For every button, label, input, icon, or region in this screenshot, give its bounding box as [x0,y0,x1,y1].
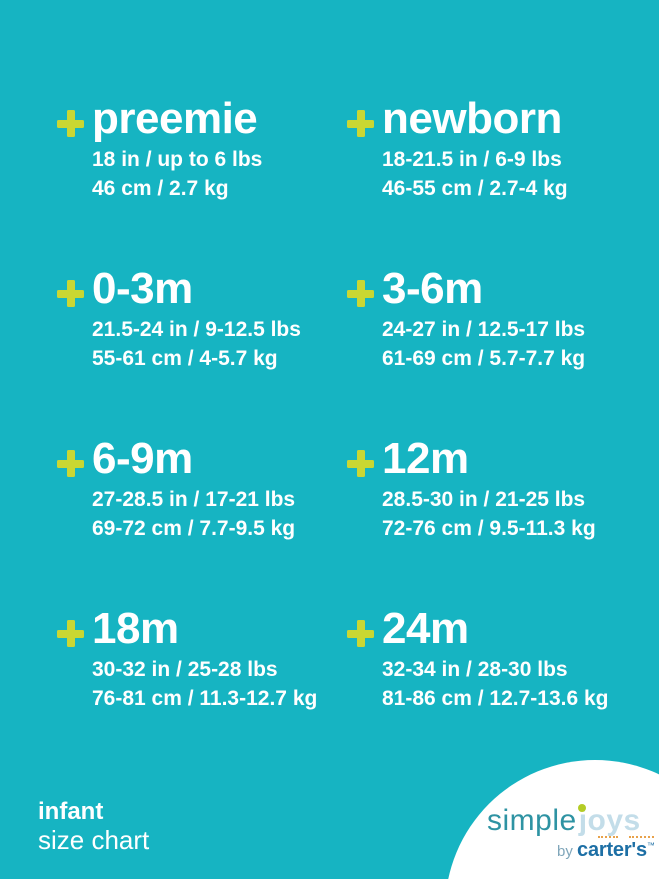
plus-icon [347,620,374,647]
size-label: preemie [92,94,258,143]
footer-caption: infant size chart [38,798,150,856]
size-entry-preemie: preemie 18 in / up to 6 lbs 46 cm / 2.7 … [57,96,262,203]
size-imperial: 27-28.5 in / 17-21 lbs [92,488,296,511]
size-metric: 55-61 cm / 4-5.7 kg [92,347,278,370]
size-metric: 61-69 cm / 5.7-7.7 kg [382,347,586,370]
size-entry-text: 6-9m 27-28.5 in / 17-21 lbs 69-72 cm / 7… [92,436,295,543]
plus-icon [347,110,374,137]
brand-logo-by-carters: by carter's™ [557,839,655,862]
size-entry-6-9m: 6-9m 27-28.5 in / 17-21 lbs 69-72 cm / 7… [57,436,295,543]
dotted-underline-icon [598,836,618,838]
footer-subtitle: size chart [38,825,150,855]
footer-category: infant [38,798,104,825]
size-imperial: 32-34 in / 28-30 lbs [382,658,568,681]
dotted-underline-icon [629,836,654,838]
size-metric: 72-76 cm / 9.5-11.3 kg [382,517,596,540]
logo-word-carters: carter's [577,839,647,861]
size-imperial: 28.5-30 in / 21-25 lbs [382,488,586,511]
brand-logo-circle: simplejoys by carter's™ [445,760,659,879]
size-entry-text: 24m 32-34 in / 28-30 lbs 81-86 cm / 12.7… [382,606,608,713]
plus-icon [347,280,374,307]
size-imperial: 24-27 in / 12.5-17 lbs [382,318,586,341]
size-entry-3-6m: 3-6m 24-27 in / 12.5-17 lbs 61-69 cm / 5… [347,266,585,373]
logo-word-by: by [557,843,578,860]
size-label: newborn [382,94,562,143]
size-metric: 46 cm / 2.7 kg [92,177,229,200]
size-entry-0-3m: 0-3m 21.5-24 in / 9-12.5 lbs 55-61 cm / … [57,266,301,373]
plus-icon [57,280,84,307]
size-entry-text: 3-6m 24-27 in / 12.5-17 lbs 61-69 cm / 5… [382,266,585,373]
size-imperial: 18 in / up to 6 lbs [92,148,263,171]
logo-word-joys: joys [579,804,641,837]
size-label: 12m [382,434,469,483]
size-entry-text: newborn 18-21.5 in / 6-9 lbs 46-55 cm / … [382,96,568,203]
size-entry-24m: 24m 32-34 in / 28-30 lbs 81-86 cm / 12.7… [347,606,608,713]
size-label: 0-3m [92,264,193,313]
size-entry-text: 0-3m 21.5-24 in / 9-12.5 lbs 55-61 cm / … [92,266,301,373]
size-label: 18m [92,604,179,653]
size-metric: 76-81 cm / 11.3-12.7 kg [92,687,318,710]
plus-icon [57,450,84,477]
size-entry-text: 12m 28.5-30 in / 21-25 lbs 72-76 cm / 9.… [382,436,596,543]
plus-icon [57,110,84,137]
brand-logo-simplejoys: simplejoys [487,804,641,838]
size-entry-text: 18m 30-32 in / 25-28 lbs 76-81 cm / 11.3… [92,606,317,713]
logo-oys: oys [587,804,641,837]
plus-icon [347,450,374,477]
size-entry-12m: 12m 28.5-30 in / 21-25 lbs 72-76 cm / 9.… [347,436,596,543]
size-label: 3-6m [382,264,483,313]
logo-j-with-dot: j [578,804,588,837]
size-label: 24m [382,604,469,653]
size-metric: 46-55 cm / 2.7-4 kg [382,177,568,200]
size-imperial: 18-21.5 in / 6-9 lbs [382,148,562,171]
size-imperial: 21.5-24 in / 9-12.5 lbs [92,318,301,341]
size-imperial: 30-32 in / 25-28 lbs [92,658,278,681]
logo-word-simple: simple [487,804,577,837]
size-entry-18m: 18m 30-32 in / 25-28 lbs 76-81 cm / 11.3… [57,606,317,713]
size-entry-text: preemie 18 in / up to 6 lbs 46 cm / 2.7 … [92,96,262,203]
trademark-icon: ™ [646,841,655,850]
size-metric: 81-86 cm / 12.7-13.6 kg [382,687,609,710]
size-label: 6-9m [92,434,193,483]
size-entry-newborn: newborn 18-21.5 in / 6-9 lbs 46-55 cm / … [347,96,568,203]
plus-icon [57,620,84,647]
size-metric: 69-72 cm / 7.7-9.5 kg [92,517,296,540]
